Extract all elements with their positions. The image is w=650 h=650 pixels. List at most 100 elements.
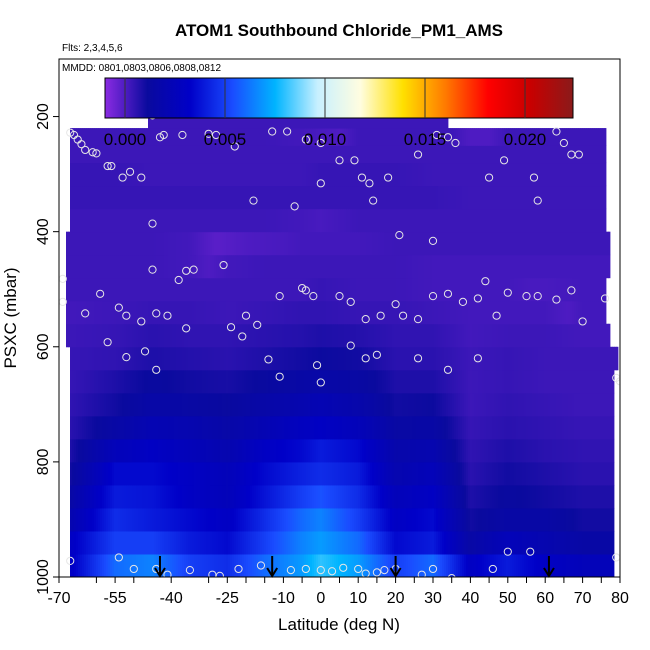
heatmap-cell bbox=[130, 461, 133, 486]
heatmap-cell bbox=[524, 553, 527, 577]
heatmap-cell bbox=[584, 507, 587, 532]
heatmap-cell bbox=[160, 145, 163, 164]
heatmap-cell bbox=[430, 323, 433, 348]
heatmap-cell bbox=[360, 415, 363, 440]
heatmap-cell bbox=[578, 438, 581, 463]
heatmap-cell bbox=[88, 254, 91, 279]
heatmap-cell bbox=[202, 392, 205, 417]
heatmap-cell bbox=[474, 461, 477, 486]
heatmap-cell bbox=[514, 415, 517, 440]
heatmap-cell bbox=[240, 392, 243, 417]
heatmap-cell bbox=[474, 392, 477, 417]
heatmap-cell bbox=[500, 461, 503, 486]
heatmap-cell bbox=[160, 530, 163, 555]
heatmap-cell bbox=[122, 208, 125, 233]
heatmap-cell bbox=[506, 392, 509, 417]
heatmap-cell bbox=[238, 392, 241, 417]
heatmap-cell bbox=[222, 300, 225, 325]
heatmap-cell bbox=[420, 530, 423, 555]
heatmap-cell bbox=[320, 369, 323, 394]
heatmap-cell bbox=[464, 208, 467, 233]
heatmap-cell bbox=[188, 185, 191, 210]
heatmap-cell bbox=[314, 277, 317, 302]
heatmap-cell bbox=[100, 145, 103, 164]
heatmap-cell bbox=[76, 145, 79, 164]
heatmap-cell bbox=[302, 392, 305, 417]
heatmap-cell bbox=[510, 415, 513, 440]
heatmap-cell bbox=[408, 553, 411, 577]
heatmap-cell bbox=[438, 484, 441, 509]
heatmap-cell bbox=[380, 185, 383, 210]
heatmap-cell bbox=[310, 484, 313, 509]
heatmap-cell bbox=[244, 530, 247, 555]
heatmap-cell bbox=[350, 507, 353, 532]
heatmap-cell bbox=[330, 530, 333, 555]
heatmap-cell bbox=[98, 461, 101, 486]
heatmap-cell bbox=[258, 415, 261, 440]
heatmap-cell bbox=[408, 369, 411, 394]
heatmap-cell bbox=[422, 323, 425, 348]
heatmap-cell bbox=[284, 484, 287, 509]
heatmap-cell bbox=[560, 392, 563, 417]
heatmap-cell bbox=[200, 323, 203, 348]
heatmap-cell bbox=[100, 346, 103, 371]
heatmap-cell bbox=[454, 162, 457, 187]
heatmap-cell bbox=[338, 530, 341, 555]
heatmap-cell bbox=[86, 507, 89, 532]
heatmap-cell bbox=[606, 346, 609, 371]
heatmap-cell bbox=[610, 392, 613, 417]
heatmap-cell bbox=[148, 369, 151, 394]
heatmap-cell bbox=[526, 231, 529, 256]
heatmap-cell bbox=[294, 208, 297, 233]
flights-annotation: Flts: 2,3,4,5,6 bbox=[62, 43, 123, 54]
heatmap-cell bbox=[408, 208, 411, 233]
heatmap-cell bbox=[584, 530, 587, 555]
heatmap-cell bbox=[544, 323, 547, 348]
heatmap-cell bbox=[364, 484, 367, 509]
heatmap-cell bbox=[420, 507, 423, 532]
heatmap-cell bbox=[186, 553, 189, 577]
heatmap-cell bbox=[320, 185, 323, 210]
heatmap-cell bbox=[584, 300, 587, 325]
heatmap-cell bbox=[444, 461, 447, 486]
heatmap-cell bbox=[248, 484, 251, 509]
heatmap-cell bbox=[538, 507, 541, 532]
heatmap-cell bbox=[88, 553, 91, 577]
heatmap-cell bbox=[78, 553, 81, 577]
heatmap-cell bbox=[90, 415, 93, 440]
heatmap-cell bbox=[140, 145, 143, 164]
heatmap-cell bbox=[210, 392, 213, 417]
heatmap-cell bbox=[138, 484, 141, 509]
heatmap-cell bbox=[328, 254, 331, 279]
heatmap-cell bbox=[234, 392, 237, 417]
heatmap-cell bbox=[134, 277, 137, 302]
heatmap-cell bbox=[196, 530, 199, 555]
heatmap-cell bbox=[146, 438, 149, 463]
heatmap-cell bbox=[576, 300, 579, 325]
heatmap-cell bbox=[74, 145, 77, 164]
heatmap-cell bbox=[568, 415, 571, 440]
heatmap-cell bbox=[546, 300, 549, 325]
heatmap-cell bbox=[82, 530, 85, 555]
heatmap-cell bbox=[458, 484, 461, 509]
heatmap-cell bbox=[358, 461, 361, 486]
heatmap-cell bbox=[570, 461, 573, 486]
heatmap-cell bbox=[416, 231, 419, 256]
heatmap-cell bbox=[588, 415, 591, 440]
heatmap-cell bbox=[416, 484, 419, 509]
heatmap-cell bbox=[126, 553, 129, 577]
heatmap-cell bbox=[200, 530, 203, 555]
heatmap-cell bbox=[82, 254, 85, 279]
heatmap-cell bbox=[212, 438, 215, 463]
heatmap-cell bbox=[400, 530, 403, 555]
heatmap-cell bbox=[326, 392, 329, 417]
heatmap-cell bbox=[300, 323, 303, 348]
heatmap-cell bbox=[352, 438, 355, 463]
heatmap-cell bbox=[176, 530, 179, 555]
heatmap-cell bbox=[544, 507, 547, 532]
heatmap-cell bbox=[270, 392, 273, 417]
heatmap-cell bbox=[606, 392, 609, 417]
heatmap-cell bbox=[514, 553, 517, 577]
heatmap-cell bbox=[118, 369, 121, 394]
heatmap-cell bbox=[540, 277, 543, 302]
